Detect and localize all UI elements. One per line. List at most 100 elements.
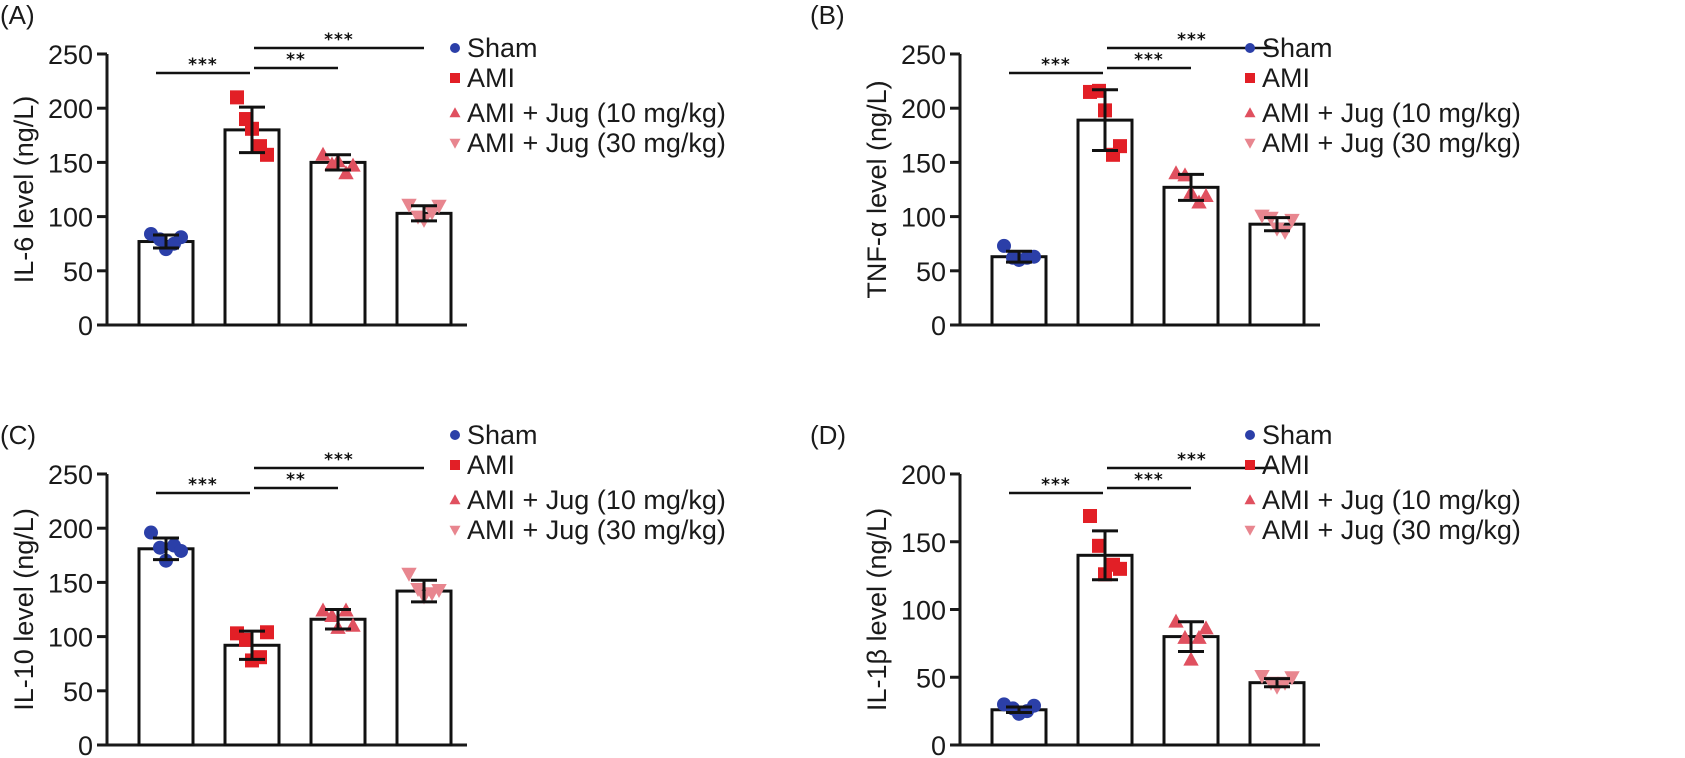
data-point	[315, 146, 331, 161]
y-tick-label: 100	[48, 203, 93, 233]
data-point	[997, 238, 1011, 253]
legend-item: AMI + Jug (30 mg/kg)	[1244, 128, 1521, 158]
y-tick-label: 200	[901, 94, 946, 124]
legend-marker-icon	[449, 525, 461, 536]
data-point	[401, 198, 417, 213]
data-point	[239, 632, 253, 647]
data-point	[410, 582, 426, 597]
y-tick-label: 150	[901, 528, 946, 558]
legend-marker-icon	[449, 494, 461, 505]
data-point	[315, 602, 331, 617]
legend-marker-icon	[450, 73, 460, 83]
y-tick-label: 0	[931, 731, 946, 758]
bar	[309, 160, 367, 327]
legend-item: AMI + Jug (10 mg/kg)	[449, 98, 726, 128]
y-tick-label: 100	[48, 623, 93, 653]
data-point	[1284, 671, 1300, 686]
data-point	[1027, 249, 1041, 264]
legend-marker-icon	[450, 460, 460, 470]
legend-label: AMI	[467, 63, 515, 93]
legend-label: Sham	[467, 33, 538, 63]
bar	[395, 589, 453, 747]
bar	[1076, 553, 1134, 747]
data-point	[1177, 629, 1193, 644]
y-tick-label: 50	[916, 663, 946, 693]
bar	[395, 211, 453, 327]
data-point	[230, 90, 244, 105]
legend-label: AMI + Jug (10 mg/kg)	[1262, 98, 1521, 128]
legend-item: AMI + Jug (30 mg/kg)	[449, 515, 726, 545]
panel-label: (A)	[0, 0, 35, 30]
bar	[1162, 185, 1220, 327]
data-point	[1198, 620, 1214, 635]
bar	[1076, 118, 1134, 327]
legend-marker-icon	[1244, 107, 1256, 118]
data-point	[401, 567, 417, 582]
y-tick-label: 0	[78, 311, 93, 341]
data-point	[1277, 676, 1293, 691]
legend-marker-icon	[1245, 43, 1255, 53]
legend-label: AMI + Jug (10 mg/kg)	[1262, 485, 1521, 515]
legend-marker-icon	[1244, 525, 1256, 536]
y-axis-label: IL-1β level (ng/L)	[862, 508, 892, 711]
data-point	[324, 607, 340, 622]
y-tick-label: 200	[48, 514, 93, 544]
legend-marker-icon	[450, 43, 460, 53]
legend-marker-icon	[449, 138, 461, 149]
legend-item: AMI + Jug (10 mg/kg)	[1244, 485, 1521, 515]
legend-marker-icon	[1244, 138, 1256, 149]
data-point	[1254, 669, 1270, 684]
data-point	[1083, 509, 1097, 524]
y-tick-label: 100	[901, 596, 946, 626]
y-tick-label: 150	[48, 148, 93, 178]
significance-label: ***	[188, 55, 218, 75]
legend-item: AMI	[1245, 63, 1310, 93]
y-tick-label: 50	[916, 257, 946, 287]
y-tick-label: 250	[901, 40, 946, 70]
y-tick-label: 50	[63, 677, 93, 707]
significance-label: ***	[1134, 50, 1164, 70]
legend-item: AMI	[450, 450, 515, 480]
y-axis-label: TNF-α level (ng/L)	[862, 80, 892, 298]
bar	[1248, 222, 1306, 327]
legend-item: AMI	[450, 63, 515, 93]
legend-label: AMI + Jug (30 mg/kg)	[1262, 128, 1521, 158]
data-point	[431, 199, 447, 214]
legend-marker-icon	[449, 107, 461, 118]
legend-label: Sham	[467, 420, 538, 450]
legend-item: AMI + Jug (10 mg/kg)	[449, 485, 726, 515]
legend-label: Sham	[1262, 33, 1333, 63]
significance-label: **	[286, 470, 306, 490]
y-tick-label: 0	[78, 731, 93, 758]
significance-label: ***	[1177, 450, 1207, 470]
legend-item: Sham	[1245, 33, 1333, 63]
legend-label: AMI + Jug (10 mg/kg)	[467, 485, 726, 515]
legend-marker-icon	[1244, 494, 1256, 505]
y-tick-label: 50	[63, 257, 93, 287]
significance-label: ***	[188, 475, 218, 495]
panel-label: (C)	[0, 420, 36, 450]
y-axis-label: IL-6 level (ng/L)	[9, 96, 39, 284]
panel-b: (B) TNF-α level (ng/L) 0 50 100 150 200 250 *** *…	[810, 0, 1521, 341]
data-point	[338, 165, 354, 180]
panel-d: (D) IL-1β level (ng/L) 0 50 100 150 200 *** *** *…	[810, 420, 1521, 758]
legend-marker-icon	[1245, 430, 1255, 440]
data-point	[153, 540, 167, 555]
legend-marker-icon	[450, 430, 460, 440]
data-point	[260, 625, 274, 640]
legend-label: AMI + Jug (30 mg/kg)	[467, 515, 726, 545]
legend-item: Sham	[450, 33, 538, 63]
data-point	[431, 584, 447, 599]
data-point	[253, 650, 267, 665]
legend-label: AMI + Jug (30 mg/kg)	[467, 128, 726, 158]
significance-label: ***	[1134, 470, 1164, 490]
y-tick-label: 150	[48, 568, 93, 598]
panel-label: (B)	[810, 0, 845, 30]
y-tick-label: 200	[48, 94, 93, 124]
data-point	[1113, 561, 1127, 576]
